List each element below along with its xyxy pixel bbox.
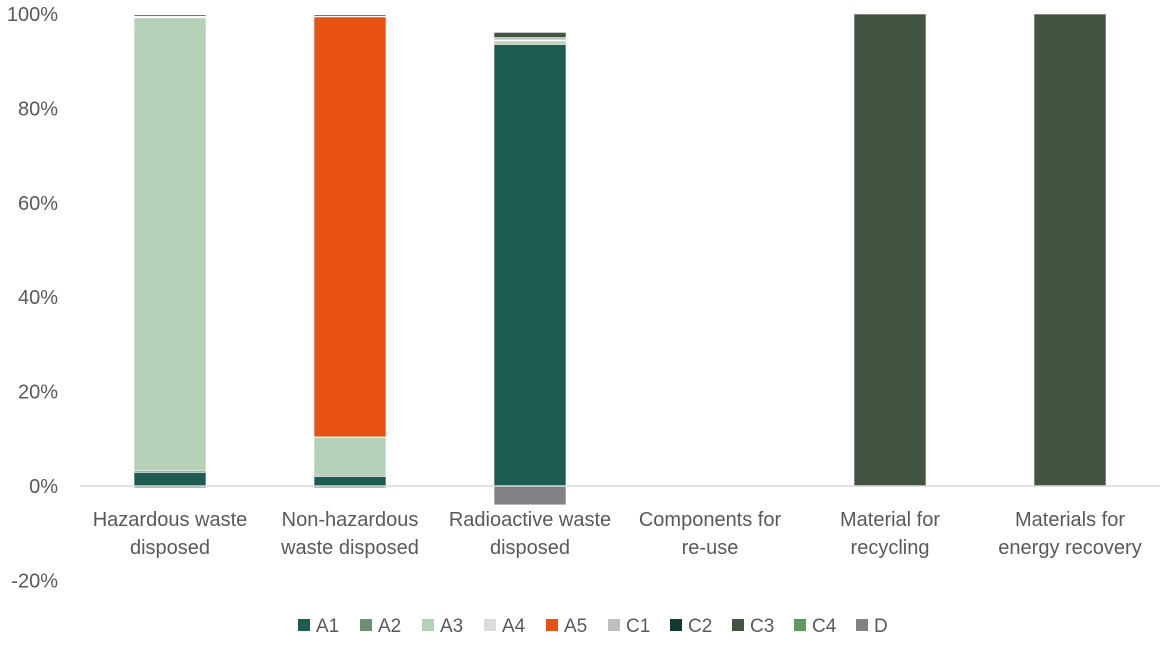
legend: A1 A2 A3 A4 A5 C1 C2 C3 C4 D	[298, 616, 888, 637]
legend-label-c1: C1	[626, 616, 650, 637]
legend-label-a5: A5	[564, 616, 587, 637]
bars	[133, 13, 1107, 506]
category-label: recycling	[851, 537, 930, 559]
bar-segment-c3	[133, 14, 207, 17]
legend-swatch-a5	[546, 619, 558, 631]
category-label: Non-hazardous	[282, 509, 419, 531]
y-tick-label: 40%	[18, 287, 58, 309]
bar-segment-a3	[493, 40, 567, 44]
legend-swatch-a2	[360, 619, 372, 631]
bar-segment-c3	[313, 14, 387, 17]
legend-label-c3: C3	[750, 616, 774, 637]
category-label: disposed	[130, 537, 210, 559]
category-label: Hazardous waste	[93, 509, 248, 531]
bar-segment-d	[493, 485, 567, 506]
legend-label-a2: A2	[378, 616, 401, 637]
bar-segment-a1	[133, 472, 207, 487]
category-label: waste disposed	[280, 537, 419, 559]
legend-swatch-a4	[484, 619, 496, 631]
y-tick-label: -20%	[11, 570, 58, 592]
legend-swatch-a1	[298, 619, 310, 631]
legend-label-c2: C2	[688, 616, 712, 637]
y-tick-label: 100%	[7, 4, 58, 26]
legend-swatch-c3	[732, 619, 744, 631]
y-tick-label: 0%	[29, 476, 58, 498]
category-label: energy recovery	[998, 537, 1141, 559]
category-labels: Hazardous waste disposed Non-hazardous wast…	[93, 509, 1142, 559]
category-label: Components for	[639, 509, 782, 531]
bar-segment-a5	[313, 16, 387, 438]
y-tick-label: 20%	[18, 382, 58, 404]
legend-swatch-c1	[608, 619, 620, 631]
category-label: Material for	[840, 509, 940, 531]
bar-segment-a3	[313, 437, 387, 476]
legend-swatch-c4	[794, 619, 806, 631]
legend-label-c4: C4	[812, 616, 837, 637]
category-label: Materials for	[1015, 509, 1125, 531]
legend-swatch-a3	[422, 619, 434, 631]
category-label: disposed	[490, 537, 570, 559]
bar-segment-c1	[493, 37, 567, 41]
legend-swatch-d	[856, 619, 868, 631]
bar-segment-c3	[853, 13, 927, 487]
y-tick-label: 80%	[18, 98, 58, 120]
category-label: Radioactive waste	[449, 509, 611, 531]
legend-label-a4: A4	[502, 616, 526, 637]
legend-label-a1: A1	[316, 616, 339, 637]
legend-label-a3: A3	[440, 616, 463, 637]
y-tick-label: 60%	[18, 193, 58, 215]
legend-swatch-c2	[670, 619, 682, 631]
bar-segment-a1	[493, 44, 567, 487]
bar-segment-c3	[1033, 13, 1107, 487]
bar-segment-a1	[313, 476, 387, 487]
bar-segment-c3	[493, 32, 567, 38]
y-axis-ticks: -20% 0% 20% 40% 60% 80% 100%	[7, 4, 58, 592]
category-label: re-use	[682, 537, 739, 559]
legend-label-d: D	[874, 616, 888, 637]
bar-segment-a3	[133, 17, 207, 472]
